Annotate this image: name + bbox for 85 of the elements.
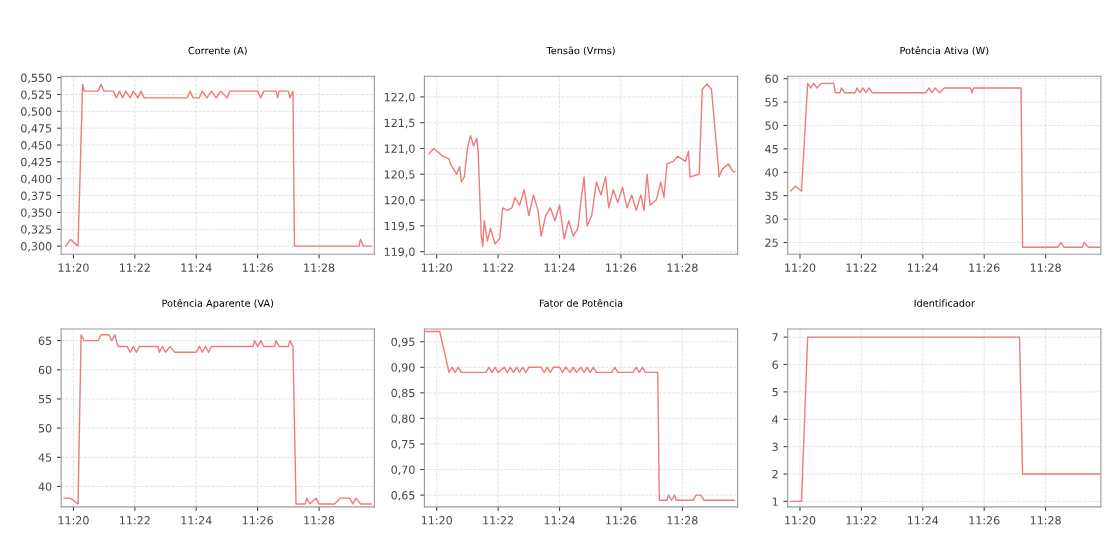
y-tick-label: 0,90	[391, 363, 415, 373]
y-tick-label: 2	[772, 469, 778, 479]
x-tick-label: 11:26	[606, 516, 637, 525]
x-tick-label: 11:28	[1030, 516, 1061, 525]
y-tick-label: 65	[38, 336, 52, 345]
y-tick-label: 50	[765, 121, 778, 130]
y-tick-label: 40	[765, 168, 778, 177]
x-tick-label: 11:20	[58, 516, 89, 525]
x-tick-label: 11:28	[1030, 263, 1061, 272]
chart-title: Identificador	[914, 299, 975, 307]
x-tick-label: 11:24	[181, 516, 212, 525]
x-tick-label: 11:26	[242, 516, 273, 525]
x-tick-label: 11:24	[544, 516, 575, 525]
y-tick-label: 45	[38, 453, 52, 462]
y-tick-label: 7	[772, 333, 778, 342]
y-tick-label: 35	[765, 191, 778, 201]
y-tick-label: 0,350	[21, 208, 52, 218]
y-tick-label: 119,0	[384, 247, 415, 258]
y-tick-label: 0,325	[21, 225, 52, 235]
x-tick-label: 11:22	[483, 263, 514, 272]
line-series	[790, 82, 1101, 248]
y-tick-label: 0,300	[21, 242, 52, 252]
x-tick-label: 11:26	[242, 263, 273, 272]
y-tick-label: 0,400	[21, 174, 52, 185]
y-tick-label: 50	[38, 424, 52, 433]
y-tick-label: 119,5	[384, 221, 415, 232]
y-tick-label: 0,70	[391, 465, 415, 476]
y-tick-label: 60	[765, 74, 778, 84]
y-tick-label: 3	[772, 442, 778, 452]
y-tick-label: 121,5	[384, 118, 415, 129]
x-tick-label: 11:28	[304, 263, 335, 272]
x-tick-label: 11:22	[483, 516, 514, 525]
chart-title: Potência Ativa (W)	[900, 46, 989, 56]
chart-title: Corrente (A)	[188, 46, 247, 56]
y-tick-label: 30	[765, 215, 778, 224]
y-tick-label: 0,550	[21, 73, 52, 84]
y-tick-label: 0,450	[21, 141, 52, 151]
x-tick-label: 11:20	[785, 263, 816, 272]
x-tick-label: 11:20	[785, 516, 816, 525]
x-tick-label: 11:22	[846, 516, 877, 525]
y-tick-label: 60	[38, 365, 52, 375]
x-tick-label: 11:24	[181, 263, 212, 272]
y-tick-label: 55	[765, 98, 778, 107]
y-tick-label: 0,475	[21, 124, 52, 134]
x-tick-label: 11:24	[908, 263, 939, 272]
y-tick-label: 5	[772, 388, 778, 397]
y-tick-label: 25	[765, 238, 778, 247]
y-tick-label: 122,0	[384, 92, 415, 103]
y-tick-label: 0,375	[21, 191, 52, 202]
y-tick-label: 1	[772, 497, 778, 506]
line-series	[428, 83, 736, 248]
y-tick-label: 4	[772, 415, 779, 424]
x-tick-label: 11:24	[544, 263, 575, 272]
x-tick-label: 11:20	[58, 263, 89, 272]
y-tick-label: 0,85	[391, 388, 415, 399]
y-tick-label: 120,5	[384, 170, 415, 180]
y-tick-label: 0,80	[391, 414, 415, 424]
x-tick-label: 11:26	[969, 263, 1000, 272]
x-tick-label: 11:20	[421, 516, 452, 525]
x-tick-label: 11:20	[421, 263, 452, 272]
chart-title: Tensão (Vrms)	[546, 46, 615, 56]
x-tick-label: 11:26	[969, 516, 1000, 525]
x-tick-label: 11:28	[304, 516, 335, 525]
y-tick-label: 6	[772, 360, 778, 369]
y-tick-label: 55	[38, 395, 52, 404]
y-tick-label: 0,525	[21, 90, 52, 101]
y-tick-label: 45	[765, 144, 778, 154]
chart-title: Potência Aparente (VA)	[162, 298, 274, 309]
x-tick-label: 11:24	[908, 516, 939, 525]
y-tick-label: 0,425	[21, 157, 52, 168]
y-tick-label: 120,0	[384, 196, 415, 206]
y-tick-label: 0,95	[391, 337, 415, 348]
y-tick-label: 0,500	[21, 107, 52, 117]
x-tick-label: 11:22	[846, 263, 877, 272]
x-tick-label: 11:28	[667, 263, 698, 272]
x-tick-label: 11:26	[606, 263, 637, 272]
x-tick-label: 11:22	[120, 516, 150, 525]
y-tick-label: 0,75	[391, 439, 415, 450]
y-tick-label: 0,65	[391, 491, 415, 501]
chart-title: Fator de Potência	[539, 298, 623, 307]
line-series	[65, 83, 372, 247]
y-tick-label: 40	[38, 482, 52, 491]
x-tick-label: 11:22	[120, 263, 150, 272]
y-tick-label: 121,0	[384, 144, 415, 155]
x-tick-label: 11:28	[667, 516, 698, 525]
